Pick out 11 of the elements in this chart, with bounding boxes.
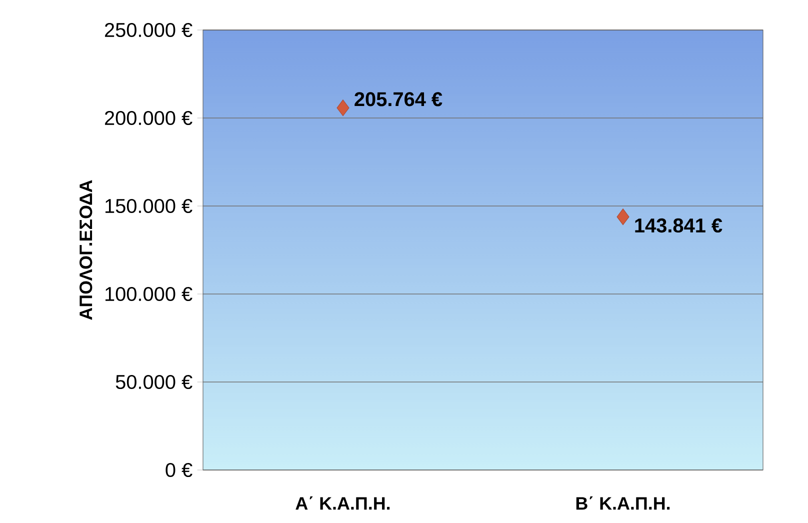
y-tick-label: 250.000 € [104, 22, 192, 38]
y-axis-title: ΑΠΟΛΟΓ.ΕΣΟΔΑ [80, 180, 92, 320]
y-tick-label: 0 € [166, 462, 192, 478]
y-tick-label: 150.000 € [106, 198, 192, 214]
x-tick-label: Α΄ Κ.Α.Π.Η. [296, 496, 390, 510]
y-tick-label: 50.000 € [116, 374, 192, 390]
data-label: 205.764 € [354, 92, 442, 106]
y-tick-label: 200.000 € [104, 110, 192, 126]
y-tick-label: 100.000 € [106, 286, 192, 302]
x-tick-label: Β΄ Κ.Α.Π.Η. [576, 496, 670, 510]
data-label: 143.841 € [635, 218, 722, 233]
